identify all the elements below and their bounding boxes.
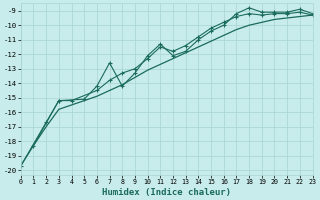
X-axis label: Humidex (Indice chaleur): Humidex (Indice chaleur) bbox=[102, 188, 231, 197]
